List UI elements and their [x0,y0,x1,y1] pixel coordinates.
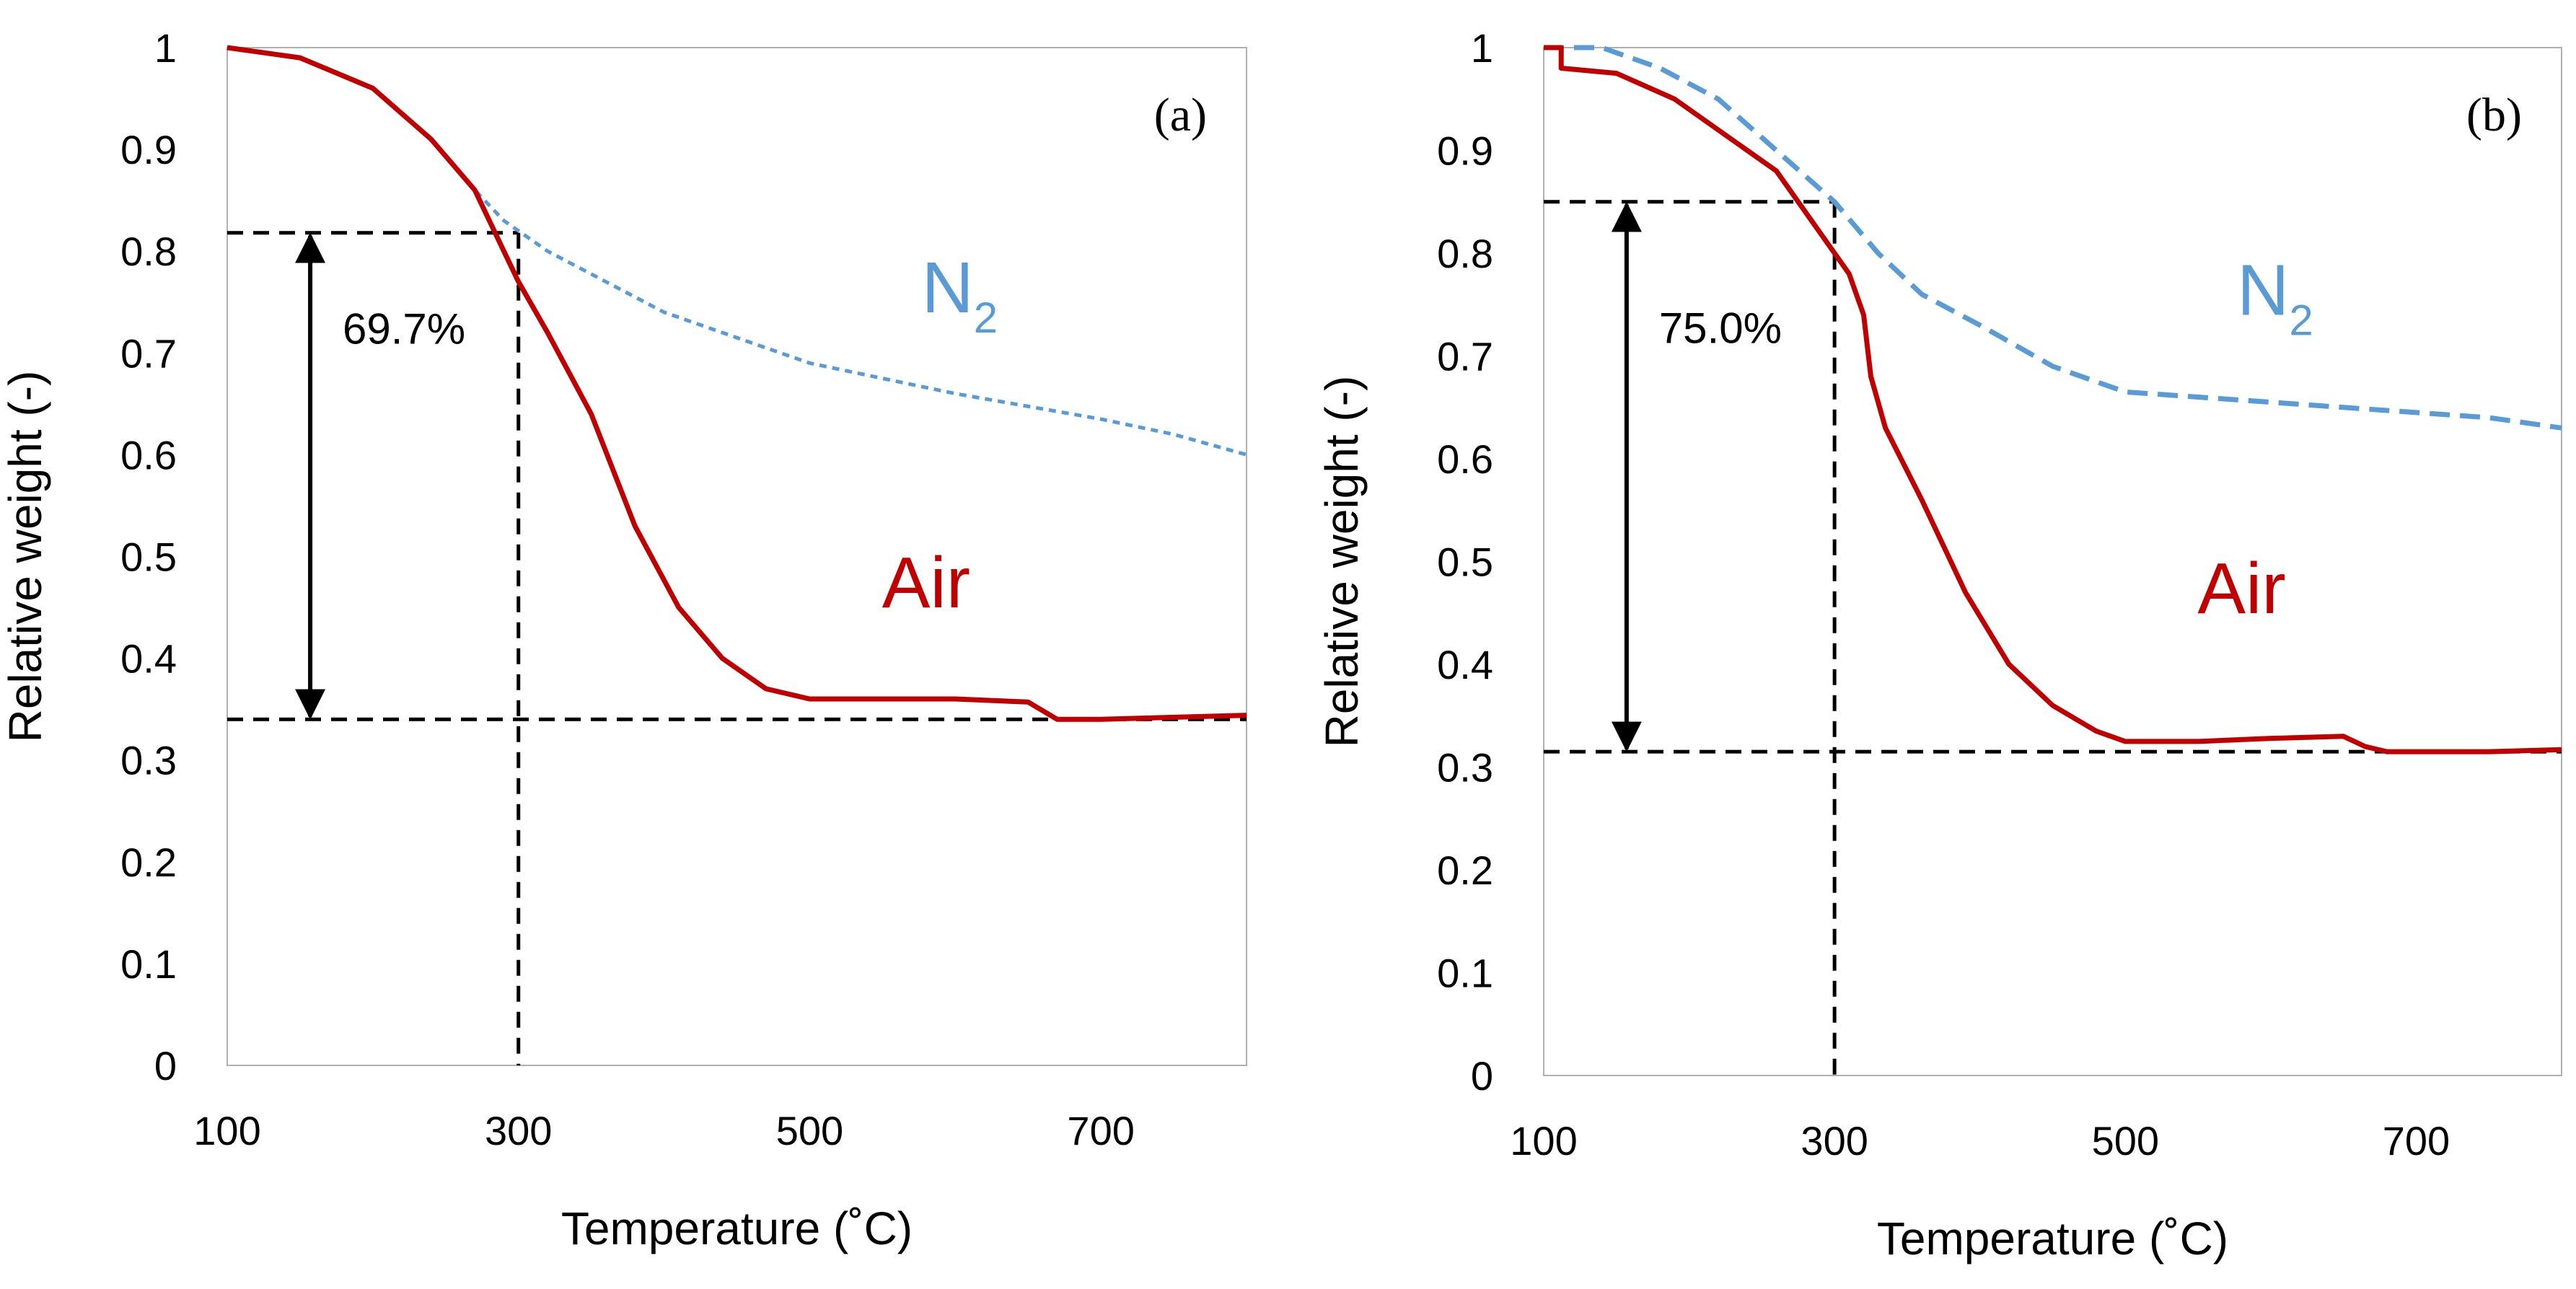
y-tick-label: 0.1 [120,941,177,987]
series-label-n2: N2 [922,247,998,342]
series-labels: N2 Air [882,247,998,623]
x-tick-labels: 100 300 500 700 [193,1108,1135,1153]
x-tick-label: 100 [193,1108,260,1153]
y-tick-label: 0.3 [1437,745,1493,791]
plot-frame [1543,47,2562,1076]
panel-label: (b) [2466,89,2522,141]
y-tick-labels: 0 0.1 0.2 0.3 0.4 0.5 0.6 0.7 0.8 0.9 1 [120,25,177,1088]
y-axis-label: Relative weight (-) [0,371,51,743]
reduction-label: 75.0% [1659,304,1782,353]
x-tick-label: 700 [1067,1108,1134,1153]
annotation: 69.7% [295,232,465,720]
x-tick-label: 700 [2383,1118,2450,1163]
x-tick-label: 300 [485,1108,552,1153]
y-tick-label: 0.3 [120,738,177,783]
series-line-n2 [227,45,1247,457]
series-line-n2 [1544,45,2562,431]
series-line-air [1544,45,2562,755]
series-line-air [227,45,1247,722]
y-tick-label: 0.7 [120,330,177,376]
y-tick-label: 0.9 [1437,128,1493,174]
y-tick-label: 0.1 [1437,951,1493,996]
y-tick-label: 0.8 [1437,231,1493,276]
panel-a: 0 0.1 0.2 0.3 0.4 0.5 0.6 0.7 0.8 0.9 1 100 300 500 7… [0,25,1247,1254]
y-tick-label: 0.2 [1437,848,1493,893]
x-tick-label: 500 [776,1108,843,1153]
reduction-label: 69.7% [343,305,465,353]
y-tick-label: 0.4 [120,636,177,682]
x-tick-label: 100 [1510,1118,1577,1163]
series-label-main: Air [2197,548,2285,629]
y-tick-label: 0 [1471,1053,1493,1099]
y-axis-label: Relative weight (-) [1316,376,1368,748]
guide-lines [227,231,1247,1065]
series-lines [1544,45,2562,755]
series-label-subscript: 2 [974,294,998,342]
x-axis-label: Temperature (˚C) [1877,1213,2228,1264]
annotation: 75.0% [1611,201,1782,752]
series-label-main: N [2237,250,2289,331]
y-tick-label: 0.6 [120,432,177,478]
y-tick-label: 0.9 [120,127,177,172]
y-tick-label: 0.2 [120,840,177,885]
guide-lines [1544,200,2562,1075]
y-tick-label: 1 [154,25,177,71]
series-label-subscript: 2 [2289,296,2313,345]
y-tick-label: 0.8 [120,229,177,274]
y-tick-label: 0 [154,1043,177,1088]
series-label-n2: N2 [2237,250,2313,345]
y-tick-label: 0.5 [1437,540,1493,585]
panel-label: (a) [1154,89,1207,141]
x-tick-label: 500 [2092,1118,2159,1163]
series-label-main: Air [882,542,970,623]
y-tick-label: 1 [1471,25,1493,71]
y-tick-label: 0.4 [1437,642,1493,687]
panel-b: 0 0.1 0.2 0.3 0.4 0.5 0.6 0.7 0.8 0.9 1 100 300 500 7… [1316,25,2562,1264]
x-tick-labels: 100 300 500 700 [1510,1118,2450,1163]
series-labels: N2 Air [2197,250,2313,629]
x-axis-label: Temperature (˚C) [561,1202,913,1254]
plot-frame [227,47,1247,1066]
y-tick-label: 0.5 [120,534,177,580]
y-tick-label: 0.6 [1437,436,1493,482]
series-label-air: Air [2197,548,2285,629]
y-tick-label: 0.7 [1437,334,1493,379]
y-tick-labels: 0 0.1 0.2 0.3 0.4 0.5 0.6 0.7 0.8 0.9 1 [1437,25,1493,1099]
series-label-main: N [922,247,974,328]
series-label-air: Air [882,542,970,623]
series-lines [227,45,1247,722]
x-tick-label: 300 [1801,1118,1868,1163]
